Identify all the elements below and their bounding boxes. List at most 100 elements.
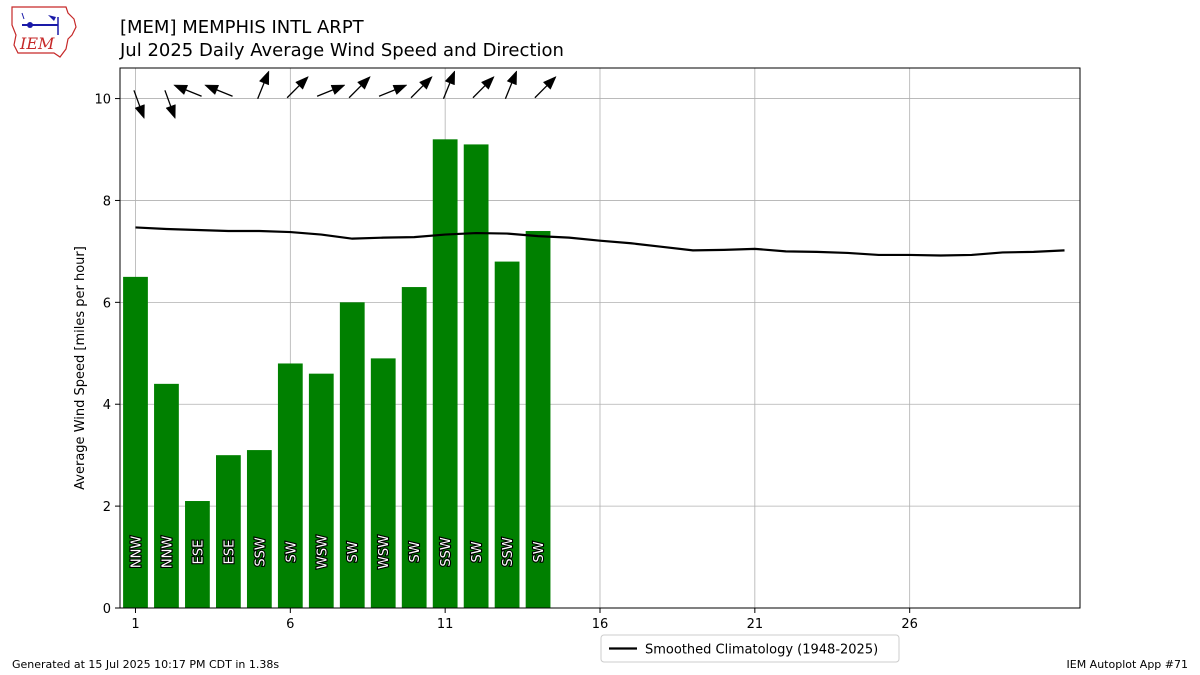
wind-arrow-day-10 <box>410 76 433 99</box>
x-tick-label: 21 <box>747 617 764 632</box>
wind-arrow-head <box>165 104 176 120</box>
wind-arrow-head <box>392 84 408 95</box>
direction-label: SW <box>470 541 485 562</box>
bar-day-12 <box>463 144 489 608</box>
bar-day-11 <box>432 139 458 609</box>
chart-subtitle: Jul 2025 Daily Average Wind Speed and Di… <box>120 40 564 61</box>
direction-label: NNW <box>129 536 144 568</box>
wind-arrow-day-14 <box>534 76 557 99</box>
direction-label: SW <box>408 541 423 562</box>
wind-arrow-shaft <box>472 85 486 99</box>
wind-arrow-head <box>506 70 517 86</box>
direction-label: SW <box>284 541 299 562</box>
generated-timestamp: Generated at 15 Jul 2025 10:17 PM CDT in… <box>12 658 280 671</box>
bar-day-6 <box>277 363 303 608</box>
bar-day-4 <box>216 455 241 608</box>
wind-arrow-day-11 <box>442 70 455 99</box>
direction-label: SSW <box>501 537 516 567</box>
wind-arrow-day-1 <box>133 90 145 120</box>
wind-arrow-head <box>173 84 189 95</box>
direction-label: ESE <box>191 540 206 565</box>
wind-arrow-shaft <box>257 82 265 99</box>
direction-label: WSW <box>315 535 330 569</box>
direction-label: NNW <box>160 536 175 568</box>
wind-arrow-shaft <box>133 90 141 107</box>
bar-day-5 <box>246 450 272 608</box>
wind-arrow-day-3 <box>173 84 202 97</box>
bars-layer <box>123 139 551 609</box>
wind-arrow-head <box>204 84 220 95</box>
x-tick-label: 16 <box>592 617 609 632</box>
legend-box <box>600 634 900 663</box>
x-tick-label: 1 <box>131 617 139 632</box>
x-tick-label: 26 <box>901 617 918 632</box>
direction-label: WSW <box>377 535 392 569</box>
wind-arrow-head <box>258 70 270 86</box>
y-tick-label: 10 <box>94 93 111 108</box>
chart-title: [MEM] MEMPHIS INTL ARPT <box>120 17 364 38</box>
y-tick-label: 8 <box>103 194 111 209</box>
bar-day-7 <box>308 373 334 608</box>
bar-day-10 <box>401 287 427 608</box>
wind-arrow-shaft <box>164 90 172 107</box>
y-tick-label: 0 <box>103 602 111 617</box>
y-tick-label: 4 <box>103 398 111 413</box>
y-tick-label: 2 <box>103 500 111 515</box>
wind-arrow-shaft <box>504 82 513 99</box>
wind-arrow-shaft <box>316 89 334 97</box>
wind-arrow-day-4 <box>204 84 233 97</box>
wind-arrow-head <box>480 76 495 90</box>
wind-arrow-head <box>419 76 433 90</box>
wind-arrow-day-8 <box>348 76 371 99</box>
wind-arrow-day-9 <box>378 84 408 97</box>
wind-arrows-layer <box>133 70 557 120</box>
wind-arrow-shaft <box>410 85 424 99</box>
direction-label: SW <box>532 541 547 562</box>
wind-arrow-day-6 <box>286 76 309 99</box>
wind-arrow-day-12 <box>472 76 495 99</box>
x-tick-label: 6 <box>286 617 294 632</box>
wind-arrow-shaft <box>348 85 362 99</box>
wind-arrow-shaft <box>286 85 300 99</box>
climatology-layer <box>135 226 1065 257</box>
wind-arrow-day-13 <box>504 70 517 99</box>
direction-labels-layer: NNW NNW ESE ESE SSW SW WSW SW WSW SW SSW SW SSW SW <box>128 534 548 570</box>
app-credit: IEM Autoplot App #71 <box>1066 658 1189 671</box>
iem-logo-graphic: IEM <box>11 6 77 58</box>
logo-text: IEM <box>19 34 55 53</box>
wind-arrow-shaft <box>185 89 202 97</box>
bar-day-2 <box>154 383 179 608</box>
climatology-line <box>135 226 1065 257</box>
bar-day-1 <box>123 276 148 608</box>
y-axis-label: Average Wind Speed [miles per hour] <box>73 246 88 490</box>
wind-arrow-shaft <box>442 82 451 99</box>
wind-arrow-shaft <box>534 85 548 99</box>
wind-arrow-head <box>330 84 346 95</box>
wind-arrow-head <box>444 70 455 86</box>
iem-logo: IEM <box>8 5 80 63</box>
bar-day-8 <box>339 302 365 608</box>
y-tick-label: 6 <box>103 296 111 311</box>
wind-arrow-day-5 <box>257 70 270 99</box>
wind-arrow-shaft <box>216 89 233 97</box>
direction-label: SSW <box>439 537 454 567</box>
legend: Smoothed Climatology (1948-2025) <box>600 634 900 663</box>
wind-arrow-head <box>542 76 557 90</box>
wind-arrow-head <box>295 76 309 90</box>
legend-label: Smoothed Climatology (1948-2025) <box>645 643 878 658</box>
bar-day-9 <box>370 358 396 608</box>
bar-day-13 <box>494 261 520 608</box>
direction-label: ESE <box>222 540 237 565</box>
x-tick-label: 11 <box>437 617 454 632</box>
bar-day-14 <box>525 231 551 609</box>
wind-arrow-day-7 <box>316 84 346 97</box>
wind-arrow-shaft <box>378 89 396 97</box>
direction-label: SSW <box>253 537 268 567</box>
wind-arrow-day-2 <box>164 90 176 120</box>
wind-arrow-head <box>134 104 145 120</box>
wind-arrow-head <box>357 76 371 90</box>
bar-day-3 <box>185 501 210 608</box>
direction-label: SW <box>346 541 361 562</box>
